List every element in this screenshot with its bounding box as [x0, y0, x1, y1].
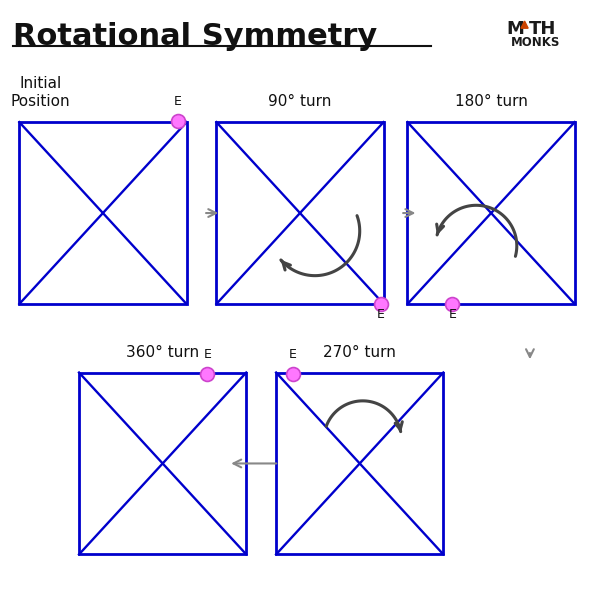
Text: E: E — [448, 308, 456, 321]
Text: Rotational Symmetry: Rotational Symmetry — [13, 22, 377, 52]
Text: 90° turn: 90° turn — [268, 93, 332, 108]
Text: TH: TH — [529, 20, 557, 38]
Text: 180° turn: 180° turn — [455, 93, 527, 108]
Text: E: E — [173, 95, 182, 107]
Bar — [79, 373, 246, 555]
Bar — [276, 373, 443, 555]
Text: M: M — [506, 20, 524, 38]
Text: MONKS: MONKS — [511, 36, 560, 49]
Text: E: E — [203, 348, 211, 361]
Text: 360° turn: 360° turn — [126, 345, 199, 361]
Text: E: E — [289, 348, 297, 361]
Text: 270° turn: 270° turn — [323, 345, 396, 361]
Text: E: E — [377, 308, 385, 321]
Text: Initial
Position: Initial Position — [10, 76, 70, 108]
Polygon shape — [521, 21, 528, 28]
Bar — [19, 122, 187, 304]
Bar — [217, 122, 383, 304]
Bar — [407, 122, 575, 304]
